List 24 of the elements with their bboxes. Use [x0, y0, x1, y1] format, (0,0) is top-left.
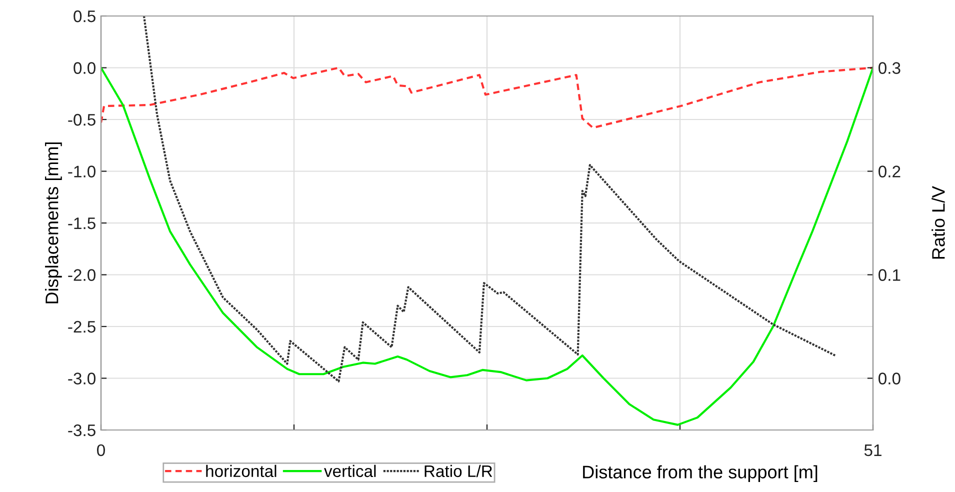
y-tick-label: -0.5 [68, 114, 96, 126]
legend-label: Ratio L/R [424, 464, 492, 478]
y-axis-title: Displacements [mm] [45, 142, 62, 304]
y2-tick-label: 0.1 [878, 269, 900, 281]
x-tick-label: 0 [97, 444, 105, 456]
x-axis-title: Distance from the support [m] [583, 465, 818, 482]
y-tick-label: -2.0 [68, 269, 96, 281]
y-tick-label: -3.5 [68, 424, 96, 436]
legend-label: horizontal [206, 464, 276, 478]
line-series [101, 66, 873, 129]
y2-tick-label: 0.0 [878, 372, 900, 384]
y-tick-label: -2.5 [68, 320, 96, 333]
y-tick-label: -3.0 [68, 372, 96, 384]
line-series [101, 66, 873, 426]
y-tick-label: -1.5 [68, 218, 96, 230]
y-tick-label: 0.5 [74, 10, 96, 22]
y2-axis-title: Ratio L/V [932, 186, 945, 259]
y2-tick-label: 0.2 [878, 166, 900, 178]
line-series [142, 16, 836, 382]
x-tick-label: 51 [864, 444, 882, 456]
y-tick-label: -1.0 [68, 166, 96, 178]
y2-tick-label: 0.3 [878, 62, 900, 74]
legend-label: vertical [324, 464, 376, 478]
y-tick-label: 0.0 [74, 62, 96, 74]
